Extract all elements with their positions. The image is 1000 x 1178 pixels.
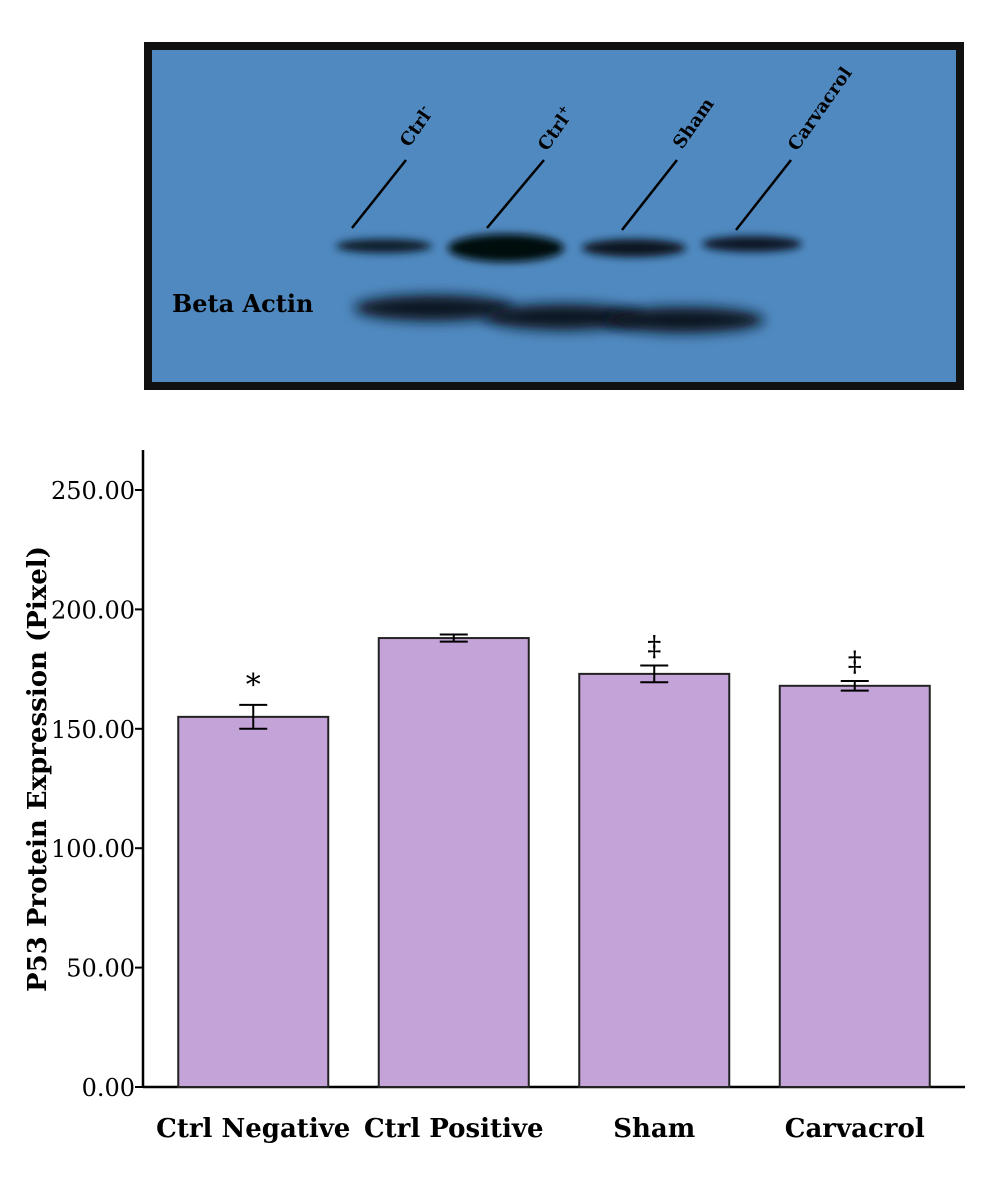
bar-ctrl-negative: [177, 715, 330, 1088]
bar-ctrl-positive: [377, 637, 530, 1088]
beta-actin-label: Beta Actin: [172, 289, 313, 318]
leader-line-ctrl-positive: [486, 159, 545, 229]
western-blot-panel: Ctrl- Ctrl+ Sham Carvacrol Beta Actin: [144, 42, 964, 390]
p53-band-sham: [582, 239, 686, 257]
x-tick-label: Ctrl Negative: [156, 1114, 350, 1144]
y-tick-label: 50.00: [66, 955, 135, 983]
beta-actin-band-1: [354, 295, 514, 321]
significance-marker: ‡: [848, 645, 862, 678]
leader-line-ctrl-negative: [351, 159, 407, 229]
y-tick-label: 0.00: [82, 1074, 135, 1102]
significance-marker: ‡: [647, 630, 661, 663]
p53-bands: [336, 234, 802, 262]
error-bars: [239, 633, 869, 730]
significance-marker: *: [246, 668, 261, 703]
p53-band-ctrl-positive: [448, 234, 564, 262]
western-blot-image: Ctrl- Ctrl+ Sham Carvacrol Beta Actin: [144, 42, 964, 390]
x-tick-label: Sham: [613, 1114, 695, 1144]
x-tick-label: Carvacrol: [785, 1114, 925, 1144]
x-tick-label: Ctrl Positive: [364, 1114, 544, 1144]
leader-line-sham: [621, 159, 678, 231]
p53-band-carvacrol: [702, 236, 802, 252]
y-ticks: 0.00 50.00 100.00 150.00 200.00 250.00: [51, 477, 143, 1102]
bar-chart-panel: 0.00 50.00 100.00 150.00 200.00 250.00 * ‡ ‡ Ct…: [0, 440, 1000, 1174]
bar-carvacrol: [778, 684, 931, 1088]
y-axis-title: P53 Protein Expression (Pixel): [23, 546, 53, 992]
x-tick-labels: Ctrl Negative Ctrl Positive Sham Carvacrol: [156, 1114, 925, 1144]
p53-band-ctrl-negative: [336, 239, 432, 253]
lane-leader-lines: [351, 159, 792, 231]
significance-markers: * ‡ ‡: [246, 630, 862, 703]
bar-chart: 0.00 50.00 100.00 150.00 200.00 250.00 * ‡ ‡ Ct…: [23, 450, 965, 1144]
y-tick-label: 150.00: [51, 716, 135, 744]
y-tick-label: 250.00: [51, 477, 135, 505]
y-tick-label: 200.00: [51, 596, 135, 624]
leader-line-carvacrol: [735, 159, 792, 231]
bar-sham: [578, 672, 731, 1088]
beta-actin-bands: [354, 295, 764, 333]
bars: [177, 637, 931, 1088]
beta-actin-band-3: [604, 307, 764, 333]
y-tick-label: 100.00: [51, 835, 135, 863]
beta-actin-band-2: [484, 304, 644, 330]
